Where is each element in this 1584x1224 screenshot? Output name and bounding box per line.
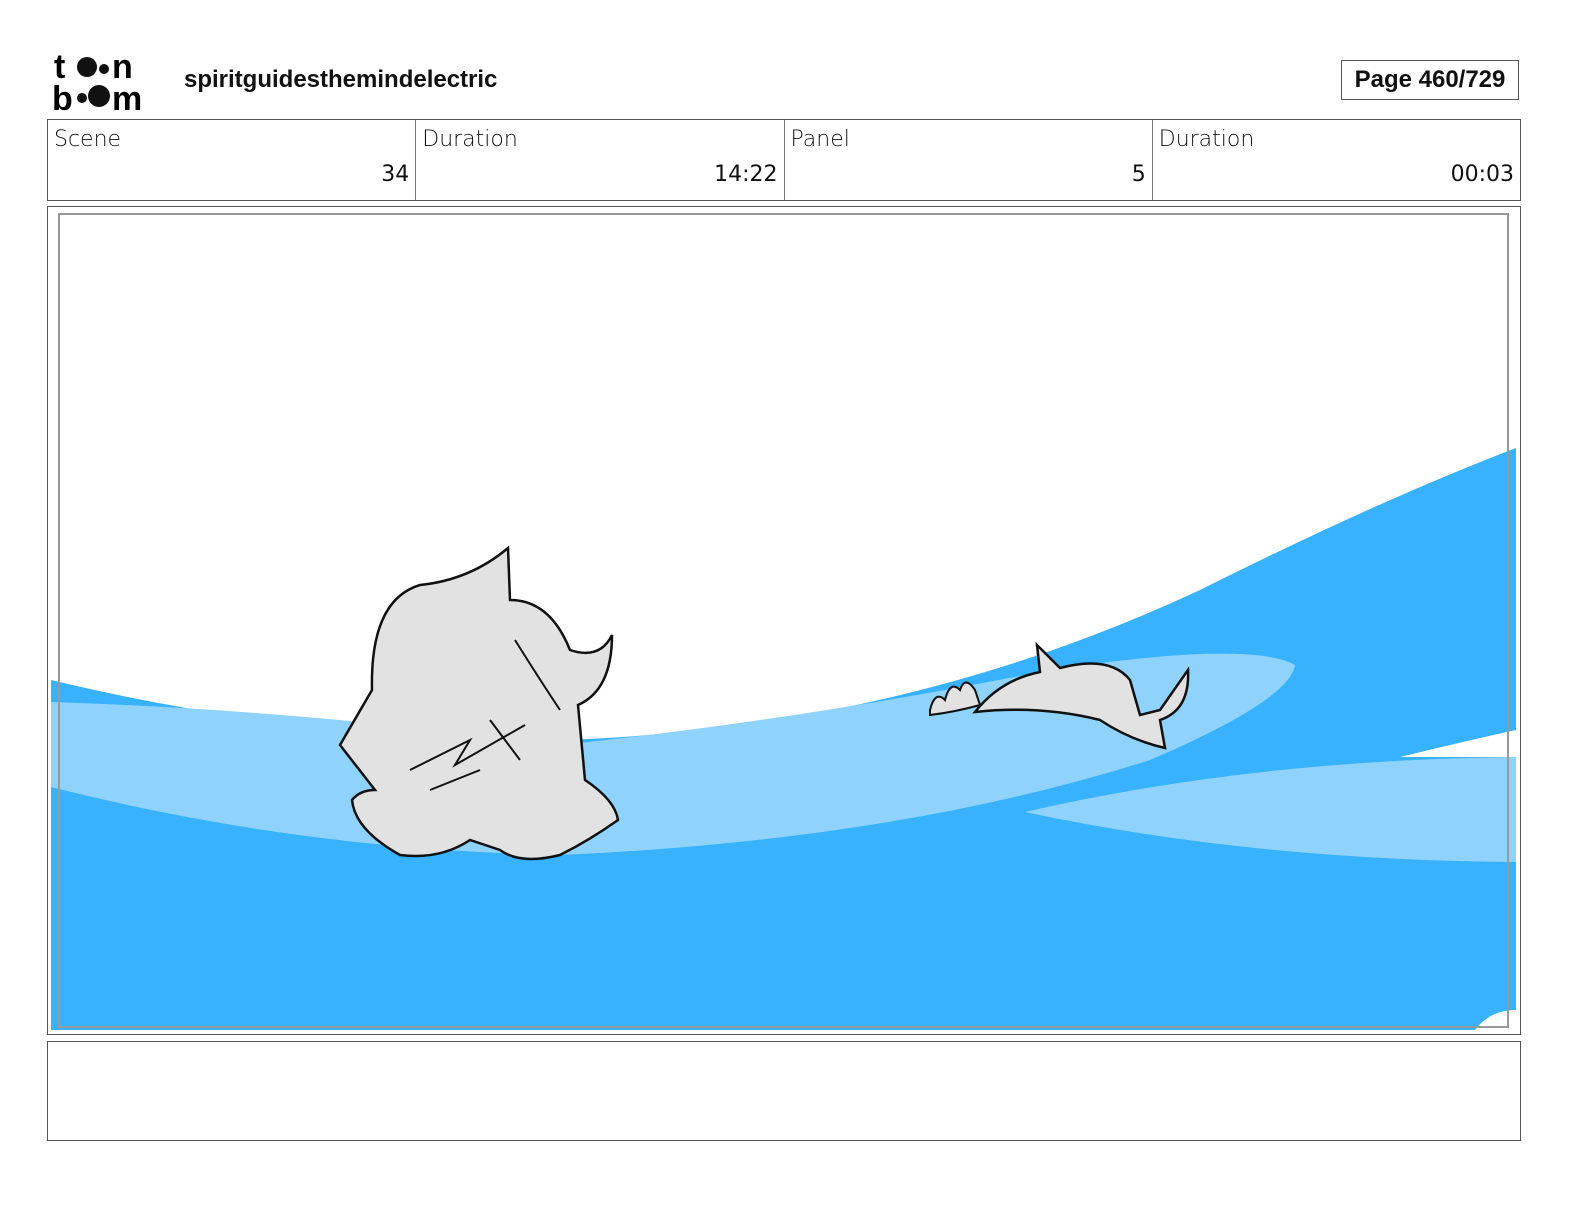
panel-artwork <box>50 212 1516 1030</box>
storyboard-panel <box>47 206 1521 1035</box>
svg-text:m: m <box>112 80 142 112</box>
scene-duration-label: Duration <box>422 127 518 152</box>
scene-duration-value: 14:22 <box>714 162 778 187</box>
scene-duration-cell: Duration 14:22 <box>416 120 785 200</box>
swimmer <box>971 641 1189 750</box>
project-title: spiritguidesthemindelectric <box>184 66 498 93</box>
character-head <box>337 544 619 860</box>
panel-duration-cell: Duration 00:03 <box>1153 120 1520 200</box>
panel-label: Panel <box>790 127 850 152</box>
page-indicator: Page 460/729 <box>1341 60 1519 100</box>
scene-label: Scene <box>54 127 122 152</box>
toon-boom-logo: t n b m <box>52 50 142 112</box>
panel-value: 5 <box>1131 162 1146 187</box>
water-white-gap <box>1399 729 1516 757</box>
panel-cell: Panel 5 <box>785 120 1153 200</box>
panel-duration-value: 00:03 <box>1450 162 1514 187</box>
scene-value: 34 <box>381 162 410 187</box>
character-hair-lines <box>409 638 561 791</box>
svg-text:b: b <box>52 80 73 112</box>
character-hand <box>928 681 981 716</box>
svg-text:n: n <box>112 50 133 86</box>
water-light-band-right <box>1024 756 1516 862</box>
panel-notes <box>47 1041 1521 1141</box>
scene-cell: Scene 34 <box>48 120 417 200</box>
svg-text:t: t <box>54 50 65 86</box>
panel-info-table: Scene 34 Duration 14:22 Panel 5 Duration… <box>47 119 1521 201</box>
panel-duration-label: Duration <box>1158 127 1255 152</box>
